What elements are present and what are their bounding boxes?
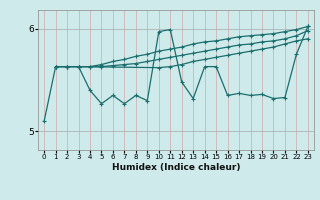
X-axis label: Humidex (Indice chaleur): Humidex (Indice chaleur) [112,163,240,172]
